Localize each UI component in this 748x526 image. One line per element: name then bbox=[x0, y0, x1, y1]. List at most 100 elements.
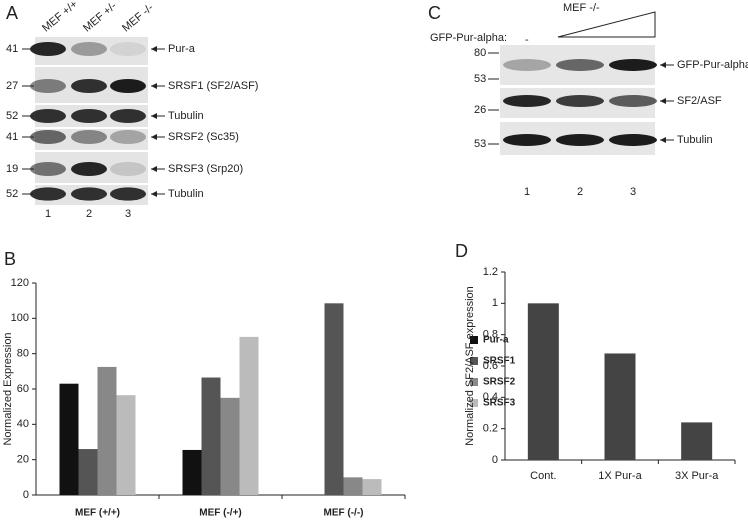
x-tick-label: MEF (-/-) bbox=[324, 508, 364, 519]
mw-marker: 53 bbox=[474, 138, 486, 150]
band-label: SRSF1 (SF2/ASF) bbox=[168, 80, 258, 92]
band bbox=[110, 109, 146, 123]
band-label: Tubulin bbox=[168, 188, 204, 200]
mw-marker: 41 bbox=[6, 43, 18, 55]
band-label: Tubulin bbox=[677, 134, 713, 146]
mw-marker: 27 bbox=[6, 80, 18, 92]
y-tick-label: 0.2 bbox=[483, 423, 498, 435]
band bbox=[30, 109, 66, 123]
band bbox=[71, 79, 107, 93]
lane-number: 1 bbox=[45, 208, 51, 220]
arrow-head bbox=[151, 113, 157, 119]
legend-swatch bbox=[470, 399, 478, 407]
mw-marker: 26 bbox=[474, 104, 486, 116]
legend-label: SRSF2 bbox=[483, 377, 516, 388]
legend-label: Pur-a bbox=[483, 335, 509, 346]
y-axis-label: Normalized SF2/ASF expression bbox=[464, 286, 476, 446]
band-label: SRSF2 (Sc35) bbox=[168, 131, 239, 143]
bar bbox=[220, 397, 240, 495]
band-label: SF2/ASF bbox=[677, 95, 722, 107]
bar bbox=[681, 422, 713, 460]
arrow-head bbox=[151, 46, 157, 52]
y-tick-label: 40 bbox=[17, 418, 29, 430]
y-tick-label: 0.4 bbox=[483, 391, 498, 403]
lane-number: 2 bbox=[86, 208, 92, 220]
band-label: GFP-Pur-alpha bbox=[677, 59, 748, 71]
band bbox=[71, 130, 107, 144]
x-tick-label: MEF (-/+) bbox=[199, 508, 242, 519]
mw-marker: 19 bbox=[6, 163, 18, 175]
band-label: Tubulin bbox=[168, 110, 204, 122]
gradient-triangle bbox=[557, 11, 656, 38]
bar bbox=[97, 366, 117, 495]
band bbox=[71, 187, 107, 201]
legend-swatch bbox=[470, 336, 478, 344]
y-tick-label: 120 bbox=[11, 277, 29, 289]
mw-marker: 52 bbox=[6, 188, 18, 200]
panel-label: A bbox=[6, 3, 18, 23]
legend-label: SRSF1 bbox=[483, 356, 516, 367]
bar bbox=[78, 449, 98, 495]
bar bbox=[59, 383, 79, 495]
lane-number: 3 bbox=[125, 208, 131, 220]
bar bbox=[239, 336, 259, 495]
arrow-head bbox=[660, 62, 666, 68]
band bbox=[30, 79, 66, 93]
band bbox=[503, 134, 551, 146]
x-tick-label: 3X Pur-a bbox=[675, 470, 719, 482]
y-axis-label: Normalized Expression bbox=[2, 332, 14, 445]
legend-swatch bbox=[470, 357, 478, 365]
y-tick-label: 20 bbox=[17, 454, 29, 466]
mw-marker: 41 bbox=[6, 131, 18, 143]
band bbox=[71, 162, 107, 176]
arrow-head bbox=[151, 166, 157, 172]
y-tick-label: 100 bbox=[11, 312, 29, 324]
band bbox=[110, 130, 146, 144]
x-tick-label: MEF (+/+) bbox=[75, 508, 120, 519]
mw-marker: 53 bbox=[474, 73, 486, 85]
band bbox=[30, 187, 66, 201]
band-label: SRSF3 (Srp20) bbox=[168, 163, 243, 175]
band bbox=[30, 130, 66, 144]
y-tick-label: 1 bbox=[492, 297, 498, 309]
band bbox=[110, 42, 146, 56]
band bbox=[556, 134, 604, 146]
lane-label: MEF +/+ bbox=[40, 0, 80, 35]
band bbox=[30, 162, 66, 176]
panel-label: B bbox=[4, 249, 16, 269]
band bbox=[30, 42, 66, 56]
bar bbox=[343, 477, 363, 495]
legend-label: SRSF3 bbox=[483, 398, 516, 409]
mw-marker: 80 bbox=[474, 47, 486, 59]
x-tick-label: Cont. bbox=[530, 470, 556, 482]
x-tick-label: 1X Pur-a bbox=[598, 470, 642, 482]
arrow-head bbox=[660, 98, 666, 104]
arrow-head bbox=[151, 191, 157, 197]
band bbox=[110, 187, 146, 201]
bar bbox=[362, 479, 382, 495]
band bbox=[556, 59, 604, 71]
y-tick-label: 0.6 bbox=[483, 360, 498, 372]
arrow-head bbox=[151, 83, 157, 89]
lane-number: 3 bbox=[630, 186, 636, 198]
legend-swatch bbox=[470, 378, 478, 386]
y-tick-label: 60 bbox=[17, 383, 29, 395]
panel-label: D bbox=[455, 241, 468, 261]
band bbox=[503, 95, 551, 107]
y-tick-label: 0.8 bbox=[483, 329, 498, 341]
band bbox=[110, 162, 146, 176]
bar bbox=[182, 449, 202, 495]
bar bbox=[324, 303, 344, 495]
cell-line: MEF -/- bbox=[563, 2, 600, 14]
band bbox=[609, 59, 657, 71]
y-tick-label: 0 bbox=[492, 454, 498, 466]
lane-label: MEF -/- bbox=[120, 2, 156, 35]
control-lane: - bbox=[525, 34, 529, 46]
band bbox=[556, 95, 604, 107]
band bbox=[503, 59, 551, 71]
arrow-head bbox=[151, 134, 157, 140]
lane-label: MEF +/- bbox=[81, 0, 119, 35]
treatment-label: GFP-Pur-alpha: bbox=[430, 32, 507, 44]
band bbox=[609, 134, 657, 146]
band bbox=[71, 109, 107, 123]
